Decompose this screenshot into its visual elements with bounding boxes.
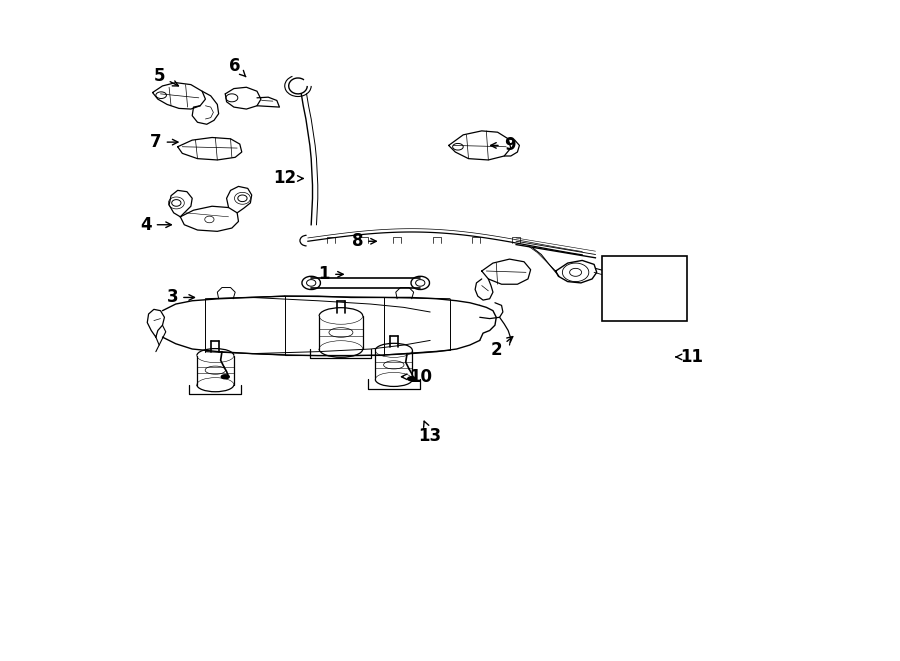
Text: 8: 8 <box>352 232 376 251</box>
Text: 4: 4 <box>140 215 171 234</box>
Text: 11: 11 <box>676 348 703 366</box>
Text: 9: 9 <box>491 136 516 155</box>
Text: 6: 6 <box>230 57 246 77</box>
Text: 10: 10 <box>401 368 432 386</box>
Text: 13: 13 <box>418 421 442 446</box>
Ellipse shape <box>408 377 416 381</box>
Bar <box>602 256 687 321</box>
Text: 2: 2 <box>491 336 513 360</box>
Text: 3: 3 <box>166 288 194 307</box>
Text: 1: 1 <box>319 265 343 284</box>
Text: 5: 5 <box>153 67 178 86</box>
Text: 12: 12 <box>274 169 303 188</box>
Text: 7: 7 <box>150 133 178 151</box>
Ellipse shape <box>221 375 230 379</box>
